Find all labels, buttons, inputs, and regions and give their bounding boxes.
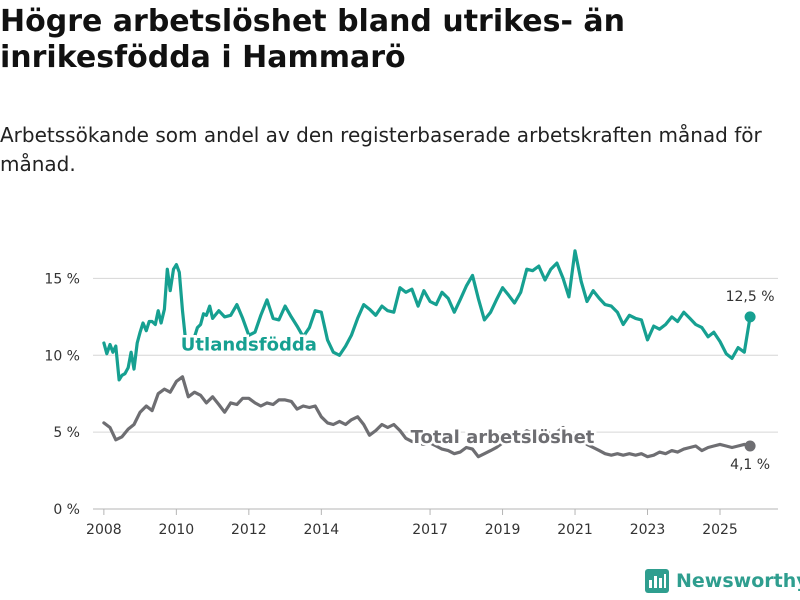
x-tick-label: 2008 bbox=[86, 522, 122, 538]
y-tick-label: 5 % bbox=[53, 425, 80, 441]
end-value-label: 12,5 % bbox=[726, 289, 775, 305]
end-point-marker bbox=[744, 440, 756, 452]
brand-name: Newsworthy bbox=[676, 570, 800, 592]
x-tick-label: 2014 bbox=[304, 522, 340, 538]
y-tick-label: 10 % bbox=[44, 348, 80, 364]
x-tick-label: 2012 bbox=[231, 522, 267, 538]
x-axis-ticks: 2008 2010 2012 2014 2017 2019 2021 2023 2025 bbox=[86, 509, 738, 538]
y-tick-label: 15 % bbox=[44, 271, 80, 287]
series-line-total bbox=[102, 375, 752, 459]
series-labels: 12,5 % Utlandsfödda 4,1 % Total arbetslöshe… bbox=[178, 289, 775, 473]
x-tick-label: 2021 bbox=[557, 522, 593, 538]
end-value-label: 4,1 % bbox=[730, 457, 770, 473]
end-point-marker bbox=[744, 311, 756, 323]
series-line-label: Total arbetslöshet bbox=[411, 427, 595, 448]
x-tick-label: 2023 bbox=[630, 522, 666, 538]
x-tick-label: 2019 bbox=[485, 522, 521, 538]
chart-title: Högre arbetslöshet bland utrikes- än inr… bbox=[0, 4, 625, 75]
chart-subtitle: Arbetssökande som andel av den registerb… bbox=[0, 123, 762, 176]
series-lines bbox=[102, 249, 752, 459]
x-tick-label: 2017 bbox=[412, 522, 448, 538]
series-line-utlandsfodda bbox=[102, 249, 752, 382]
grid-lines bbox=[93, 277, 778, 510]
newsworthy-brand: Newsworthy bbox=[644, 568, 800, 594]
x-tick-label: 2025 bbox=[702, 522, 738, 538]
newsworthy-logo-icon bbox=[645, 569, 669, 593]
y-tick-label: 0 % bbox=[53, 502, 80, 518]
series-line-label: Utlandsfödda bbox=[181, 335, 317, 356]
y-axis-ticks: 0 % 5 % 10 % 15 % bbox=[44, 271, 80, 518]
x-tick-label: 2010 bbox=[159, 522, 195, 538]
